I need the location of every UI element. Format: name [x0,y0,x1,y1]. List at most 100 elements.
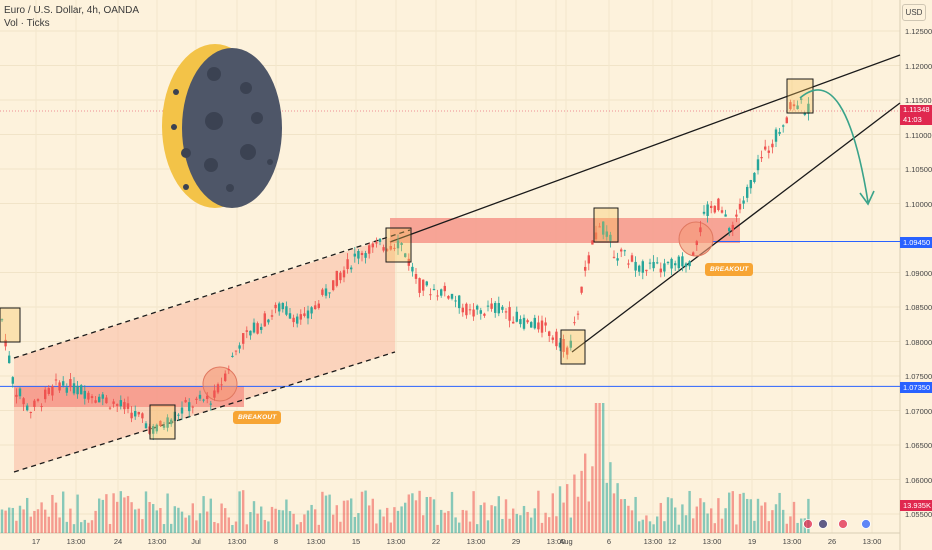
candle-body [155,424,158,432]
price-axis-label: 1.07000 [905,406,932,416]
volume-bar [501,518,504,533]
candle-body [267,319,270,323]
volume-bar [555,516,558,533]
highlight-box [385,227,412,263]
breakout-label-2[interactable]: BREAKOUT [705,263,754,276]
level-price-tag-lower: 1.07350 [900,382,932,393]
volume-bar [526,511,529,533]
candle-body [195,398,198,400]
candle-body [526,320,529,323]
candle-body [490,303,493,309]
candle-body [425,281,428,286]
candle-body [771,143,774,148]
volume-bar [159,508,162,533]
candle-body [674,263,677,266]
candle-body [58,382,61,391]
candle-body [443,285,446,292]
volume-bar [443,512,446,533]
volume-bar [519,515,522,533]
candle-body [76,385,79,395]
currency-button[interactable]: USD [902,4,926,21]
candle-body [684,263,688,267]
price-axis-label: 1.12500 [905,27,932,36]
candle-body [468,309,472,311]
candle-body [206,395,209,399]
candle-body [389,245,392,250]
volume-bar [652,524,655,533]
time-axis-label: 13:00 [862,537,882,546]
volume-bar [386,507,389,533]
candle-body [54,379,58,381]
volume-bar [346,500,349,533]
volume-bar [47,516,50,533]
candle-body [90,396,94,399]
candle-body [108,407,112,409]
candle-body [659,268,662,273]
volume-series [0,403,810,533]
volume-bar [15,520,18,533]
volume-bar [332,514,335,533]
candle-body [782,125,785,127]
volume-bar [486,520,490,533]
volume-bar [306,510,310,533]
candle-body [65,387,68,393]
candle-body [530,322,533,328]
candle-body [713,205,716,213]
candle-body [764,146,767,150]
volume-bar [623,499,626,533]
volume-bar [375,523,378,533]
moon-crater [207,67,221,81]
volume-bar [476,524,479,533]
candle-body [260,326,263,330]
volume-bar [497,496,500,533]
candle-body [533,317,536,329]
price-axis-label: 1.09000 [905,268,932,278]
candle-body [432,288,436,290]
candle-body [306,310,310,319]
volume-bar [29,516,32,533]
candle-body [4,339,7,347]
current-price-tag: 1.11348 41:03 [900,105,932,125]
candle-body [598,226,601,228]
moon-shadow [182,48,282,208]
volume-bar [350,498,353,533]
candle-body [544,322,547,326]
candle-body [166,417,169,428]
candle-body [130,412,133,419]
candle-body [51,386,54,396]
candle-body [364,253,367,258]
volume-bar [674,507,677,533]
breakout-circle-2 [678,221,714,257]
candle-body [382,247,385,251]
volume-bar [321,491,324,533]
candle-body [368,245,371,254]
candle-body [242,333,245,344]
breakout-label-1[interactable]: BREAKOUT [233,411,282,424]
candle-body [177,414,180,416]
price-axis-label: 1.12000 [905,61,932,71]
time-axis-label: 19 [747,537,757,546]
candle-body [461,307,464,313]
volume-bar [537,490,540,533]
volume-indicator-label[interactable]: Vol · Ticks [4,18,50,29]
candle-body [40,406,43,408]
candle-body [454,300,457,302]
symbol-title[interactable]: Euro / U.S. Dollar, 4h, OANDA [4,5,140,16]
candle-body [191,406,194,408]
price-axis-label: 1.10000 [905,199,932,209]
volume-bar [126,495,130,533]
candle-body [789,102,792,110]
candle-body [562,339,565,352]
volume-bar [263,519,266,533]
time-axis-label: 13:00 [227,537,247,546]
volume-bar [746,498,749,533]
highlight-box [0,307,21,343]
volume-bar [508,518,511,533]
candle-body [371,243,374,248]
candle-body [180,407,184,414]
candle-body [350,267,353,270]
candle-body [116,404,119,406]
volume-bar [587,501,590,533]
volume-bar [407,494,410,533]
